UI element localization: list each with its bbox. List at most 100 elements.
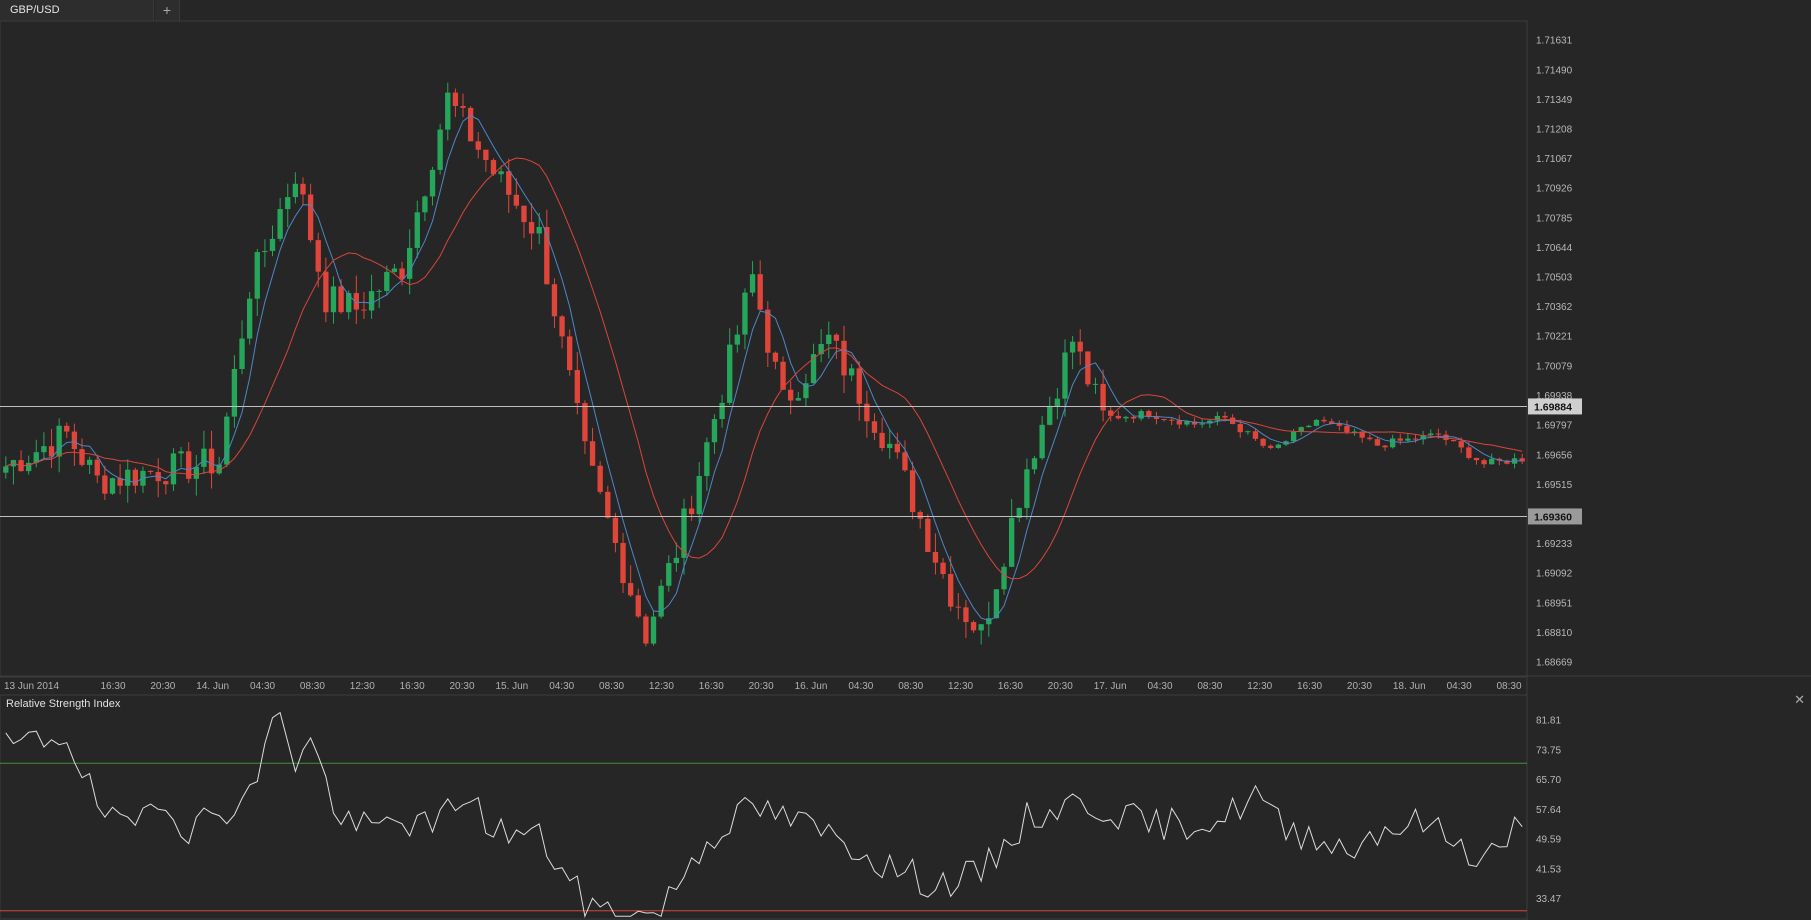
candle-down xyxy=(551,284,558,317)
template-icon[interactable]: ⊡ xyxy=(223,37,238,52)
candle-up xyxy=(1306,425,1312,428)
candle-down xyxy=(757,274,763,310)
time-tick-label: 08:30 xyxy=(1197,681,1222,692)
copy-icon[interactable]: ⧉ xyxy=(242,37,257,52)
zoom-out-icon[interactable]: − xyxy=(120,37,135,52)
candle-down xyxy=(864,403,870,422)
price-tick-label: 1.71349 xyxy=(1536,95,1573,106)
candle-up xyxy=(178,451,184,454)
candle-down xyxy=(64,425,70,432)
candle-up xyxy=(696,476,702,515)
indicators-icon[interactable]: ☰ xyxy=(203,37,218,52)
price-tick-label: 1.71631 xyxy=(1536,36,1573,47)
candle-down xyxy=(559,316,565,337)
time-tick-label: 04:30 xyxy=(250,681,275,692)
chart-type-icon[interactable]: ⫼ xyxy=(184,37,199,52)
candle-down xyxy=(909,470,916,513)
time-tick-label: 16:30 xyxy=(100,681,125,692)
candle-up xyxy=(1138,411,1144,419)
time-tick-label: 08:30 xyxy=(1496,681,1521,692)
candle-up xyxy=(1298,427,1304,432)
candle-down xyxy=(902,452,908,471)
candle-up xyxy=(1405,438,1411,441)
candle-down xyxy=(1268,445,1274,448)
candle-up xyxy=(429,169,436,197)
tab-gbpusd[interactable]: GBP/USD xyxy=(0,0,154,21)
candle-up xyxy=(285,197,291,210)
candle-up xyxy=(1001,566,1007,590)
candle-down xyxy=(1252,431,1259,439)
candle-down xyxy=(1169,419,1175,421)
time-tick-label: 04:30 xyxy=(1447,681,1472,692)
time-tick-label: 08:30 xyxy=(898,681,923,692)
candle-down xyxy=(597,465,603,492)
rsi-line xyxy=(5,711,1523,919)
candle-down xyxy=(1412,438,1419,440)
time-tick-label: 16. Jun xyxy=(795,681,828,692)
candle-down xyxy=(94,459,100,476)
candle-down xyxy=(917,512,923,519)
candle-up xyxy=(292,183,299,198)
close-indicator-icon[interactable]: ✕ xyxy=(1794,692,1805,707)
candle-up xyxy=(887,443,893,449)
time-tick-label: 14. Jun xyxy=(196,681,229,692)
candle-up xyxy=(384,271,390,291)
candle-up xyxy=(414,212,420,248)
candle-up xyxy=(1184,421,1190,425)
candle-up xyxy=(1511,458,1518,464)
time-tick-label: 16:30 xyxy=(699,681,724,692)
rsi-tick-label: 57.64 xyxy=(1536,805,1561,816)
time-tick-label: 20:30 xyxy=(449,681,474,692)
price-tick-label: 1.69092 xyxy=(1536,569,1573,580)
candle-down xyxy=(399,268,405,279)
quote-box: 1.69644 1.69673 xyxy=(10,37,123,53)
candle-down xyxy=(117,478,123,486)
candle-up xyxy=(1489,458,1495,465)
time-tick-label: 17. Jun xyxy=(1094,681,1127,692)
candle-up xyxy=(727,344,733,403)
candle-down xyxy=(589,441,596,466)
draw-icon[interactable]: ✐ xyxy=(280,37,295,52)
zoom-in-icon[interactable]: + xyxy=(140,37,155,52)
candle-down xyxy=(1481,460,1487,465)
candle-down xyxy=(490,160,497,175)
candle-up xyxy=(216,464,222,474)
candle-down xyxy=(1344,425,1350,433)
candle-up xyxy=(1062,352,1068,399)
candle-down xyxy=(1359,431,1365,438)
candle-up xyxy=(749,274,756,293)
candle-down xyxy=(612,517,619,543)
timeframe-icon[interactable]: 30 xyxy=(164,37,179,52)
candle-down xyxy=(300,183,306,195)
price-tick-label: 1.70644 xyxy=(1536,243,1573,254)
price-tick-label: 1.71490 xyxy=(1536,65,1573,76)
candle-up xyxy=(536,226,542,234)
candle-down xyxy=(940,562,946,575)
candle-up xyxy=(41,446,47,453)
candle-down xyxy=(544,226,550,285)
time-tick-label: 04:30 xyxy=(1147,681,1172,692)
candle-down xyxy=(1130,416,1137,419)
candle-down xyxy=(772,352,779,362)
candle-down xyxy=(1519,458,1525,462)
candle-down xyxy=(506,171,512,195)
candle-down xyxy=(780,361,786,390)
edit-icon[interactable]: ✎ xyxy=(261,37,276,52)
candle-down xyxy=(605,491,611,518)
candle-down xyxy=(452,92,459,106)
price-tick-label: 1.69938 xyxy=(1536,391,1573,402)
candle-up xyxy=(1428,433,1434,436)
candle-up xyxy=(993,589,1000,619)
candle-down xyxy=(1443,434,1449,440)
candle-up xyxy=(1283,441,1289,445)
add-tab-button[interactable]: + xyxy=(155,0,180,21)
candle-down xyxy=(1458,441,1464,448)
candle-down xyxy=(1153,417,1160,419)
candle-down xyxy=(323,271,329,313)
candle-down xyxy=(879,432,885,449)
candle-up xyxy=(719,402,725,420)
candle-down xyxy=(788,389,794,401)
candle-down xyxy=(71,431,78,450)
candle-up xyxy=(391,268,398,272)
